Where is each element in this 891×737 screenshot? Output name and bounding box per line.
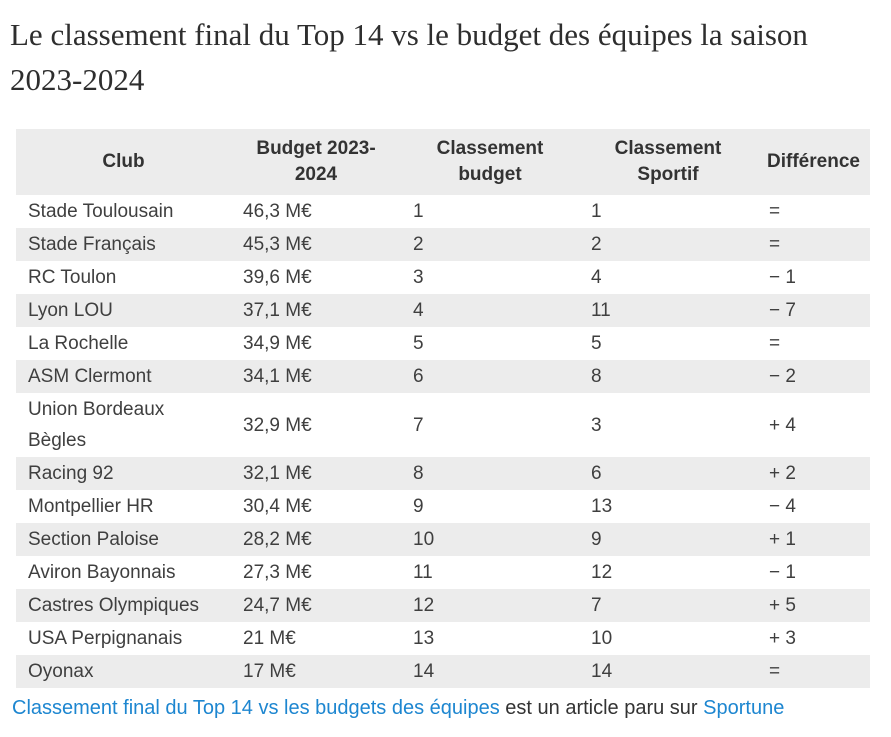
table-header-row: Club Budget 2023-2024 Classement budget … xyxy=(16,129,870,195)
cell-classement-budget: 14 xyxy=(413,661,435,682)
cell-classement-sportif: 7 xyxy=(591,595,602,616)
cell-club: Montpellier HR xyxy=(28,496,154,517)
table-row: RC Toulon 39,6 M€ 3 4 − 1 xyxy=(16,261,870,294)
cell-classement-sportif: 6 xyxy=(591,463,602,484)
cell-classement-sportif: 2 xyxy=(591,234,602,255)
cell-classement-sportif: 14 xyxy=(591,661,613,682)
footer-caption: Classement final du Top 14 vs les budget… xyxy=(12,694,891,722)
table-row: ASM Clermont 34,1 M€ 6 8 − 2 xyxy=(16,360,870,393)
cell-budget: 24,7 M€ xyxy=(243,595,312,616)
cell-classement-budget: 4 xyxy=(413,300,424,321)
table-row: Aviron Bayonnais 27,3 M€ 11 12 − 1 xyxy=(16,556,870,589)
cell-budget: 30,4 M€ xyxy=(243,496,312,517)
cell-club: USA Perpignanais xyxy=(28,628,183,649)
cell-club: RC Toulon xyxy=(28,267,117,288)
cell-club: Oyonax xyxy=(28,661,94,682)
cell-budget: 32,1 M€ xyxy=(243,463,312,484)
cell-budget: 32,9 M€ xyxy=(243,414,312,436)
cell-budget: 21 M€ xyxy=(243,628,296,649)
cell-budget: 34,9 M€ xyxy=(243,333,312,354)
table-row: Stade Toulousain 46,3 M€ 1 1 = xyxy=(16,195,870,228)
ranking-table: Club Budget 2023-2024 Classement budget … xyxy=(16,129,870,688)
cell-classement-sportif: 13 xyxy=(591,496,613,517)
footer-middle-text: est un article paru sur xyxy=(499,697,704,719)
table-row: Section Paloise 28,2 M€ 10 9 + 1 xyxy=(16,523,870,556)
cell-classement-budget: 3 xyxy=(413,267,424,288)
footer-source-link[interactable]: Sportune xyxy=(703,697,785,719)
cell-classement-budget: 2 xyxy=(413,234,424,255)
cell-club: Racing 92 xyxy=(28,463,114,484)
table-row: Racing 92 32,1 M€ 8 6 + 2 xyxy=(16,457,870,490)
page-title: Le classement final du Top 14 vs le budg… xyxy=(10,17,808,97)
cell-classement-sportif: 11 xyxy=(591,300,611,321)
cell-club: ASM Clermont xyxy=(28,366,152,387)
cell-difference: − 1 xyxy=(769,267,796,288)
cell-classement-sportif: 4 xyxy=(591,267,602,288)
table-body: Stade Toulousain 46,3 M€ 1 1 = Stade Français… xyxy=(16,195,870,688)
cell-difference: − 1 xyxy=(769,562,796,583)
cell-club: Lyon LOU xyxy=(28,300,113,321)
cell-classement-budget: 13 xyxy=(413,628,435,649)
cell-classement-sportif: 3 xyxy=(591,414,602,436)
cell-classement-budget: 12 xyxy=(413,595,435,616)
cell-difference: − 4 xyxy=(769,496,796,517)
table-header: Club Budget 2023-2024 Classement budget … xyxy=(16,129,870,195)
cell-budget: 17 M€ xyxy=(243,661,296,682)
cell-difference: = xyxy=(769,333,781,354)
cell-classement-budget: 11 xyxy=(413,562,433,583)
table-row: La Rochelle 34,9 M€ 5 5 = xyxy=(16,327,870,360)
footer-article-link[interactable]: Classement final du Top 14 vs les budget… xyxy=(12,697,500,719)
cell-club: Castres Olympiques xyxy=(28,595,200,616)
cell-classement-budget: 9 xyxy=(413,496,424,517)
cell-difference: = xyxy=(769,661,781,682)
cell-difference: = xyxy=(769,201,781,222)
cell-budget: 39,6 M€ xyxy=(243,267,312,288)
table-row: Lyon LOU 37,1 M€ 4 11 − 7 xyxy=(16,294,870,327)
cell-classement-budget: 6 xyxy=(413,366,424,387)
table-row: Oyonax 17 M€ 14 14 = xyxy=(16,655,870,688)
table-row: Castres Olympiques 24,7 M€ 12 7 + 5 xyxy=(16,589,870,622)
cell-club: Stade Français xyxy=(28,234,156,255)
cell-club: Aviron Bayonnais xyxy=(28,562,176,583)
cell-difference: + 4 xyxy=(769,414,796,436)
cell-classement-budget: 7 xyxy=(413,414,424,436)
cell-classement-sportif: 9 xyxy=(591,529,602,550)
cell-difference: + 2 xyxy=(769,463,796,484)
cell-classement-sportif: 5 xyxy=(591,333,602,354)
cell-budget: 28,2 M€ xyxy=(243,529,312,550)
cell-difference: + 3 xyxy=(769,628,796,649)
column-header-club: Club xyxy=(16,129,231,195)
cell-budget: 46,3 M€ xyxy=(243,201,312,222)
column-header-classement-sportif: Classement Sportif xyxy=(579,129,757,195)
column-header-budget: Budget 2023-2024 xyxy=(231,129,401,195)
table-row: Union Bordeaux Bègles 32,9 M€ 7 3 + 4 xyxy=(16,393,870,457)
cell-budget: 27,3 M€ xyxy=(243,562,312,583)
cell-classement-budget: 10 xyxy=(413,529,435,550)
cell-difference: − 7 xyxy=(769,300,796,321)
cell-classement-sportif: 1 xyxy=(591,201,602,222)
cell-classement-sportif: 12 xyxy=(591,562,613,583)
column-header-classement-budget: Classement budget xyxy=(401,129,579,195)
cell-club: Stade Toulousain xyxy=(28,201,174,222)
table-row: USA Perpignanais 21 M€ 13 10 + 3 xyxy=(16,622,870,655)
cell-club: Section Paloise xyxy=(28,529,159,550)
cell-difference: = xyxy=(769,234,781,255)
cell-classement-sportif: 10 xyxy=(591,628,613,649)
cell-budget: 34,1 M€ xyxy=(243,366,312,387)
table-row: Stade Français 45,3 M€ 2 2 = xyxy=(16,228,870,261)
cell-budget: 45,3 M€ xyxy=(243,234,312,255)
cell-difference: + 1 xyxy=(769,529,796,550)
cell-classement-sportif: 8 xyxy=(591,366,602,387)
column-header-difference: Différence xyxy=(757,129,870,195)
cell-difference: − 2 xyxy=(769,366,796,387)
table-row: Montpellier HR 30,4 M€ 9 13 − 4 xyxy=(16,490,870,523)
cell-difference: + 5 xyxy=(769,595,796,616)
cell-classement-budget: 1 xyxy=(413,201,424,222)
cell-club: La Rochelle xyxy=(28,333,129,354)
cell-budget: 37,1 M€ xyxy=(243,300,312,321)
cell-classement-budget: 5 xyxy=(413,333,424,354)
cell-club: Union Bordeaux Bègles xyxy=(28,399,165,451)
cell-classement-budget: 8 xyxy=(413,463,424,484)
